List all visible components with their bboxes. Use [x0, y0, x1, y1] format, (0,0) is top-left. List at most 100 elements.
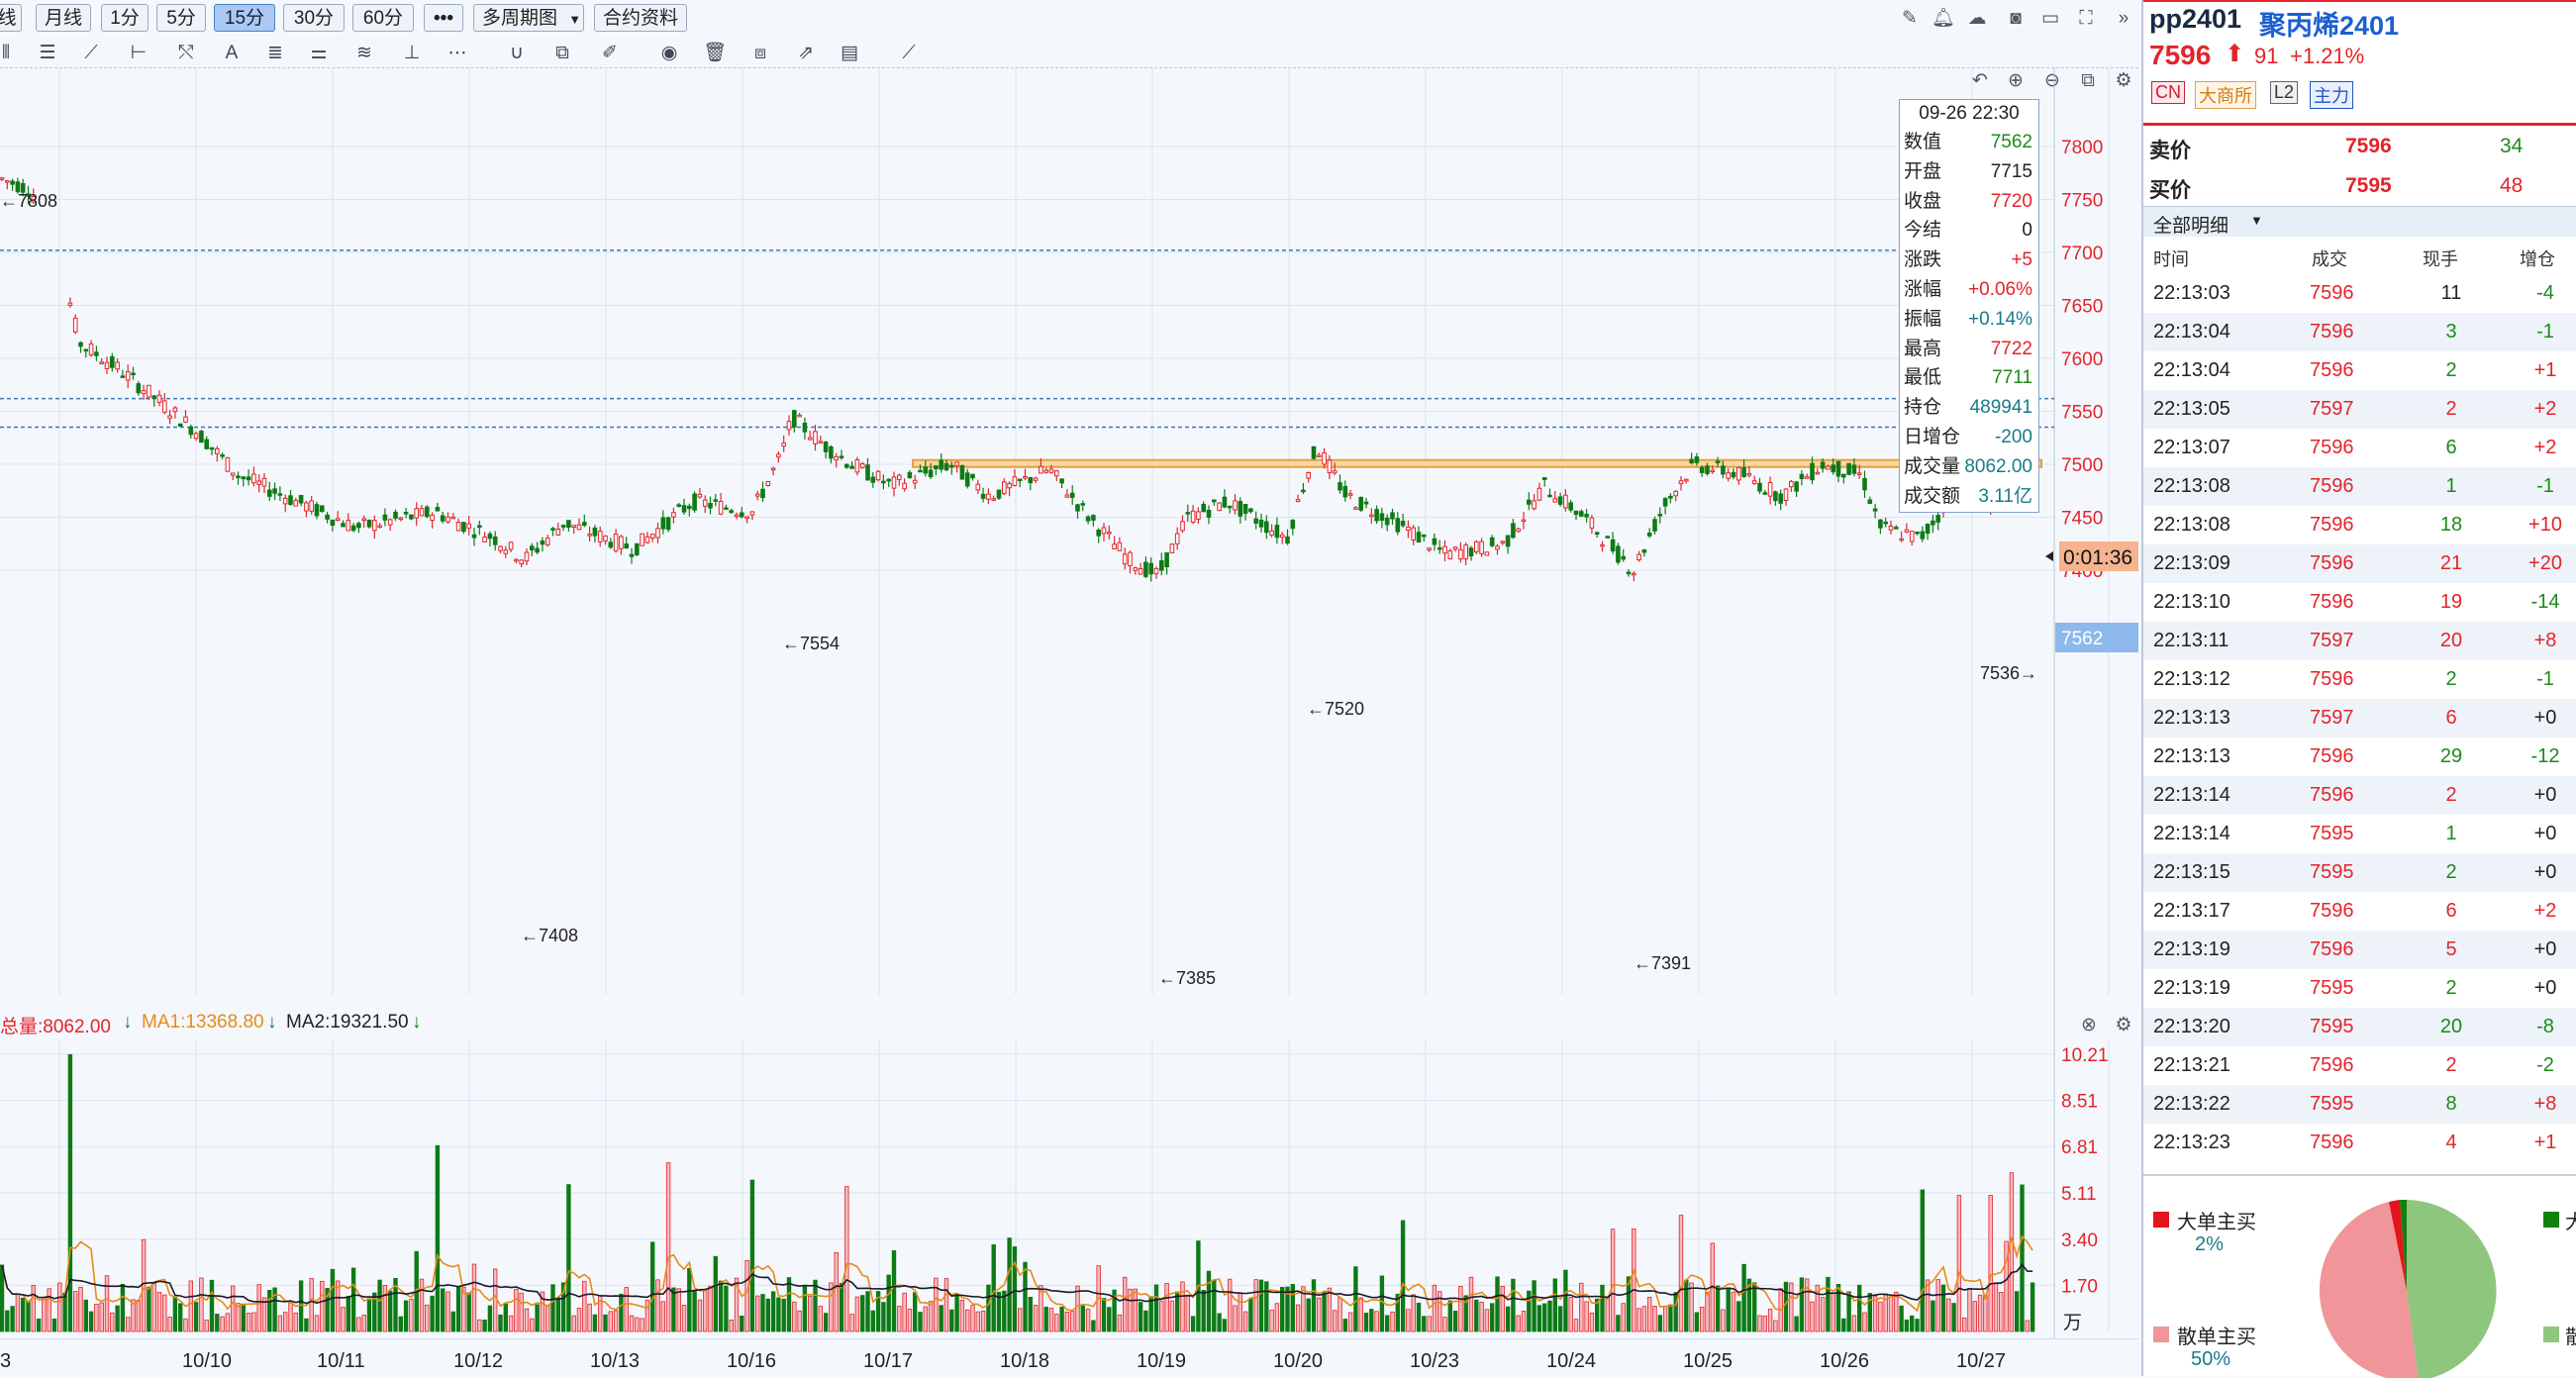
volume-bar — [1799, 1277, 1805, 1332]
fullscreen-icon[interactable]: ⛶ — [2079, 8, 2093, 29]
trade-row[interactable]: 22:13:11 7597 20 +8 — [2143, 622, 2576, 660]
trade-time: 22:13:03 — [2153, 282, 2230, 304]
period-button-60m[interactable]: 60分 — [352, 4, 414, 32]
volume-chart[interactable]: 10.21 8.51 6.81 5.11 3.40 1.70 万 — [0, 995, 2138, 1338]
trade-row[interactable]: 22:13:14 7596 2 +0 — [2143, 776, 2576, 815]
trade-row[interactable]: 22:13:12 7596 2 -1 — [2143, 660, 2576, 699]
candle-body — [1883, 521, 1889, 525]
copy-icon[interactable]: ⧉ — [555, 43, 569, 63]
volume-bar — [676, 1288, 681, 1332]
trade-row[interactable]: 22:13:15 7595 2 +0 — [2143, 853, 2576, 892]
period-button-week[interactable]: 线 — [0, 4, 22, 32]
text-icon[interactable]: A — [225, 43, 239, 63]
trade-list[interactable]: 22:13:03 7596 11 -4 22:13:04 7596 3 -1 22:13:04 7… — [2143, 274, 2576, 1165]
channel-icon[interactable]: ≋ — [356, 43, 372, 63]
candle-body — [272, 488, 277, 494]
volume-bar — [1280, 1287, 1285, 1332]
candle-body — [1505, 535, 1511, 547]
trade-price: 7596 — [2310, 1132, 2354, 1153]
layers-icon[interactable]: ⧈ — [753, 43, 767, 63]
trade-row[interactable]: 22:13:05 7597 2 +2 — [2143, 390, 2576, 429]
pen-icon[interactable]: ✎ — [1902, 8, 1918, 29]
trash-icon[interactable]: 🗑︎ — [703, 43, 728, 63]
segment-icon[interactable]: ☰ — [39, 43, 56, 63]
volume-bar — [162, 1294, 167, 1332]
trade-row[interactable]: 22:13:13 7596 29 -12 — [2143, 738, 2576, 776]
volume-bar — [1427, 1316, 1432, 1332]
period-button-15m[interactable]: 15分 — [214, 4, 275, 32]
parallel-icon[interactable]: ≣ — [267, 43, 283, 63]
trade-detail-dropdown[interactable]: 全部明细 ▼ — [2143, 206, 2576, 237]
fan-icon[interactable]: ⟋ — [84, 43, 98, 63]
more-periods-button[interactable]: ••• — [424, 4, 463, 32]
volume-bar — [47, 1288, 51, 1332]
trade-row[interactable]: 22:13:08 7596 1 -1 — [2143, 467, 2576, 506]
multi-period-dropdown[interactable]: 多周期图 ▼ — [473, 4, 584, 32]
monitor-icon[interactable]: ▭ — [2041, 8, 2059, 29]
trade-time: 22:13:19 — [2153, 938, 2230, 960]
candle-body — [644, 536, 650, 543]
ruler-icon[interactable]: ⟋ — [902, 43, 916, 63]
trade-row[interactable]: 22:13:23 7596 4 +1 — [2143, 1124, 2576, 1162]
volume-bar — [20, 1297, 26, 1332]
price-chart[interactable]: 780077507700765076007550750074507400←780… — [0, 67, 2138, 995]
window-icon[interactable]: ⧉ — [2081, 70, 2095, 91]
brush-icon[interactable]: ✐ — [602, 43, 618, 63]
more-dots-icon[interactable]: ⋯ — [447, 43, 467, 63]
contract-info-button[interactable]: 合约资料 — [594, 4, 687, 32]
zoom-in-icon[interactable]: ⊕ — [2008, 70, 2024, 91]
trade-row[interactable]: 22:13:03 7596 11 -4 — [2143, 274, 2576, 313]
magnet-icon[interactable]: ∪ — [510, 43, 524, 63]
column-line-icon[interactable]: ⫴ — [2, 43, 10, 63]
trade-oi: +10 — [2528, 514, 2562, 536]
double-chevron-right-icon[interactable]: » — [2118, 8, 2130, 29]
volume-bar — [1721, 1309, 1726, 1332]
candle-body — [1012, 476, 1018, 486]
period-button-30m[interactable]: 30分 — [283, 4, 345, 32]
trade-row[interactable]: 22:13:04 7596 3 -1 — [2143, 313, 2576, 351]
range-icon[interactable]: ⊢ — [130, 43, 148, 63]
indicator-settings-icon[interactable]: ⚙ — [2115, 1015, 2132, 1035]
trade-row[interactable]: 22:13:19 7596 5 +0 — [2143, 931, 2576, 969]
candle-body — [1731, 471, 1736, 478]
trade-row[interactable]: 22:13:13 7597 6 +0 — [2143, 699, 2576, 738]
trade-row[interactable]: 22:13:22 7595 8 +8 — [2143, 1085, 2576, 1124]
volume-bar — [1925, 1279, 1931, 1332]
comment-icon[interactable]: ▤ — [841, 43, 858, 63]
camera-icon[interactable]: ◙ — [2010, 8, 2022, 29]
trade-row[interactable]: 22:13:20 7595 20 -8 — [2143, 1008, 2576, 1046]
trade-row[interactable]: 22:13:08 7596 18 +10 — [2143, 506, 2576, 544]
trade-row[interactable]: 22:13:07 7596 6 +2 — [2143, 429, 2576, 467]
eye-icon[interactable]: ◉ — [660, 43, 678, 63]
bell-icon[interactable]: 🔔︎ — [1932, 8, 1956, 29]
candle-body — [1039, 465, 1043, 474]
trade-row[interactable]: 22:13:17 7596 6 +2 — [2143, 892, 2576, 931]
zoom-out-icon[interactable]: ⊖ — [2044, 70, 2060, 91]
trade-row[interactable]: 22:13:21 7596 2 -2 — [2143, 1046, 2576, 1085]
volume-bar — [492, 1268, 498, 1332]
fibonacci-icon[interactable]: ⚌ — [310, 43, 328, 63]
candle-body — [1610, 539, 1616, 552]
settings-icon[interactable]: ⚙ — [2115, 70, 2132, 91]
volume-bar — [808, 1296, 813, 1332]
export-icon[interactable]: ⇗ — [798, 43, 814, 63]
period-button-month[interactable]: 月线 — [36, 4, 91, 32]
candle-body — [177, 423, 183, 428]
trend-icon[interactable]: ⤲ — [178, 43, 194, 63]
candle-body — [1264, 521, 1269, 534]
trade-row[interactable]: 22:13:10 7596 19 -14 — [2143, 583, 2576, 622]
volume-bar — [566, 1184, 571, 1332]
measure-icon[interactable]: ⊥ — [403, 43, 421, 63]
trade-row[interactable]: 22:13:09 7596 21 +20 — [2143, 544, 2576, 583]
period-button-1m[interactable]: 1分 — [101, 4, 149, 32]
close-indicator-icon[interactable]: ⊗ — [2081, 1015, 2097, 1035]
period-button-5m[interactable]: 5分 — [156, 4, 206, 32]
trade-row[interactable]: 22:13:14 7595 1 +0 — [2143, 815, 2576, 853]
cloud-icon[interactable]: ☁ — [1967, 8, 1987, 29]
volume-bar — [215, 1314, 220, 1332]
trade-row[interactable]: 22:13:19 7595 2 +0 — [2143, 969, 2576, 1008]
undo-icon[interactable]: ↶ — [1972, 70, 1988, 91]
contract-code: pp2401 — [2149, 4, 2242, 34]
candle-body — [587, 534, 592, 537]
trade-row[interactable]: 22:13:04 7596 2 +1 — [2143, 351, 2576, 390]
